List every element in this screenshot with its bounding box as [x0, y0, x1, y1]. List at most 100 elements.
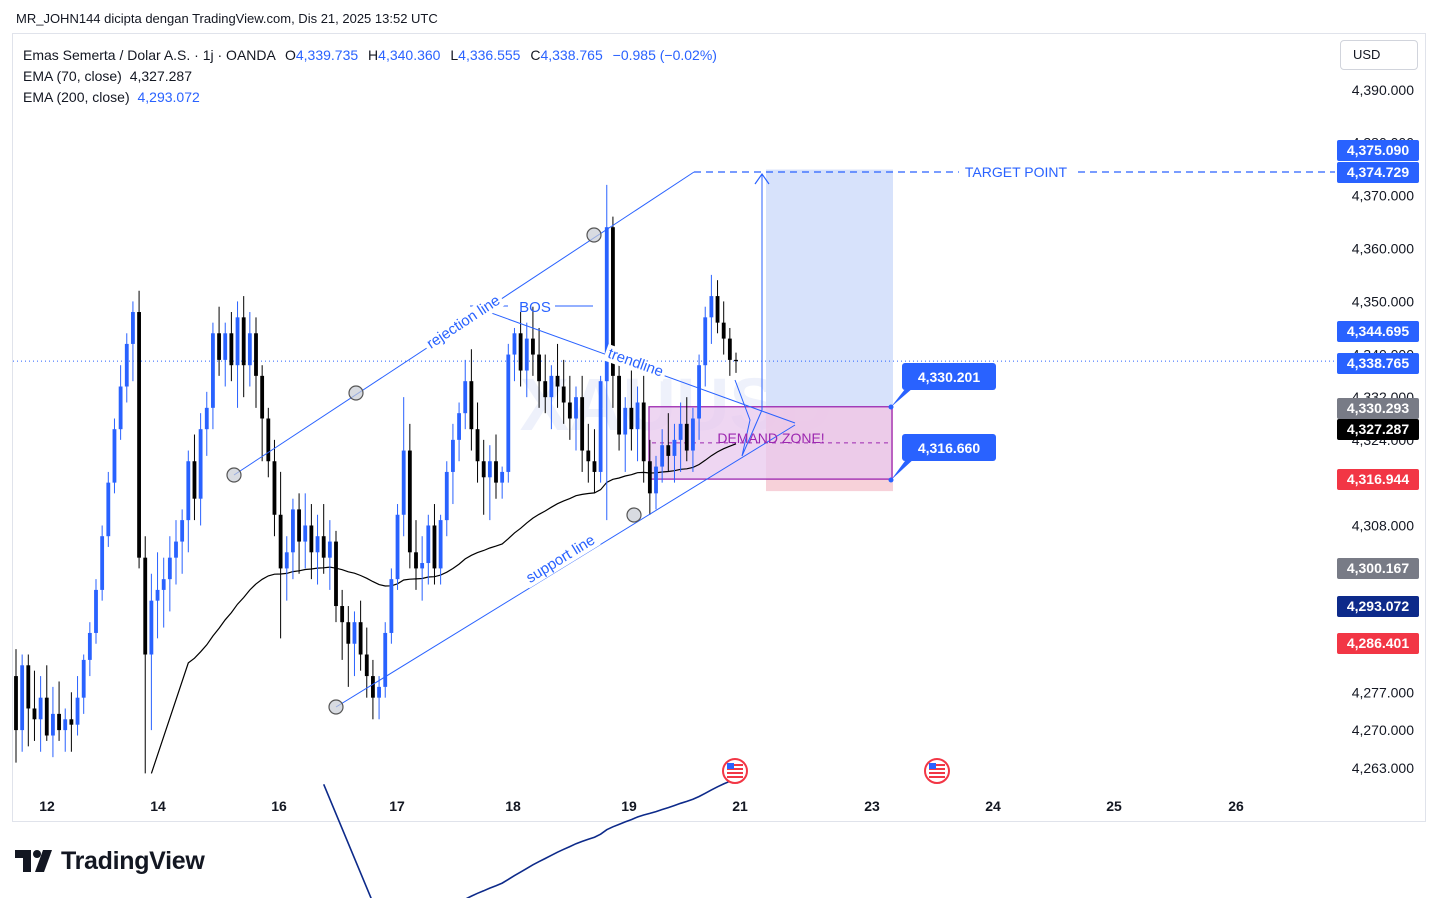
candle-body: [684, 423, 689, 451]
ema200-row[interactable]: EMA (200, close) 4,293.072: [23, 87, 717, 108]
candle-body: [678, 423, 683, 440]
symbol-name[interactable]: Emas Semerta / Dolar A.S. · 1j · OANDA: [23, 47, 276, 63]
bos-label: BOS: [519, 299, 551, 316]
candle-body: [407, 450, 412, 553]
price-tag-last: [1337, 353, 1419, 374]
price-tag-text: 4,330.293: [1347, 400, 1409, 416]
candle-body: [315, 536, 320, 553]
candle-body: [629, 407, 634, 430]
candle-body: [266, 418, 271, 462]
candle-body: [549, 375, 554, 398]
candle-body: [340, 606, 345, 623]
price-tag-text: 4,344.695: [1347, 323, 1409, 339]
pivot-marker: [226, 467, 242, 483]
support-line-label: support line: [523, 532, 598, 587]
price-tag-ema200: [1337, 596, 1419, 617]
candle-body: [721, 322, 726, 339]
candle-body: [247, 333, 252, 366]
candle-body: [180, 520, 185, 542]
chart-attribution: MR_JOHN144 dicipta dengan TradingView.co…: [16, 11, 438, 26]
candle-body: [303, 525, 308, 542]
candle-body: [112, 429, 117, 483]
price-tag-text: 4,286.401: [1347, 635, 1409, 651]
flag-stripe: [929, 764, 945, 766]
price-tag-text: 4,316.944: [1347, 471, 1409, 487]
flag-stripe: [929, 772, 945, 774]
price-tag-text: 4,300.167: [1347, 560, 1409, 576]
candle-body: [598, 381, 603, 472]
low-label: L: [450, 47, 459, 63]
candle-body: [155, 589, 160, 601]
candle-body: [346, 622, 351, 644]
candle-body: [167, 557, 172, 580]
candle-body: [463, 381, 468, 414]
pivot-marker: [348, 385, 364, 401]
high-value: 4,340.360: [378, 47, 441, 63]
candle-body: [641, 402, 646, 462]
candle-body: [543, 381, 548, 398]
candle-body: [580, 397, 585, 451]
candle-body: [174, 541, 178, 558]
candle-body: [241, 317, 246, 366]
candle-body: [506, 354, 511, 472]
candle-body: [87, 632, 92, 660]
ema200-value: 4,293.072: [137, 89, 200, 105]
ema70-row[interactable]: EMA (70, close) 4,327.287: [23, 66, 717, 87]
time-axis-tick: 24: [985, 798, 1001, 814]
candle-body: [284, 552, 289, 569]
candle-body: [229, 333, 234, 366]
candle-body: [334, 541, 338, 607]
candle-body: [291, 509, 295, 553]
ema200-line: [322, 777, 737, 898]
price-axis-tick: 4,277.000: [1352, 684, 1414, 700]
candle-body: [611, 227, 615, 376]
candle-body: [94, 589, 98, 633]
candle-body: [672, 439, 677, 456]
candle-body: [426, 525, 431, 564]
price-axis-tick: 4,270.000: [1352, 722, 1414, 738]
candle-body: [401, 450, 406, 515]
candle-body: [500, 471, 505, 483]
candle-body: [623, 407, 628, 435]
price-tag-gray: [1337, 398, 1419, 419]
candle-body: [512, 333, 517, 355]
target-point-label-bg: [958, 164, 1074, 180]
high-label: H: [368, 47, 379, 63]
candle-body: [494, 461, 498, 483]
candle-body: [272, 461, 277, 515]
callout-bottom-box: [902, 434, 996, 461]
candle-body: [635, 402, 640, 430]
candle-body: [198, 429, 203, 499]
open-value: 4,339.735: [295, 47, 359, 63]
tradingview-wordmark: TradingView: [61, 846, 205, 875]
candle-body: [555, 375, 560, 387]
candle-body: [223, 333, 228, 360]
candle-body: [20, 665, 25, 731]
candle-body: [420, 563, 425, 569]
candle-body: [654, 466, 658, 494]
candle-body: [531, 338, 535, 355]
candle-body: [235, 317, 240, 366]
candle-body: [75, 697, 80, 725]
projection-path: [734, 379, 763, 457]
target-profit-zone: [766, 169, 893, 407]
candle-body: [260, 375, 265, 419]
time-axis-tick: 16: [271, 798, 287, 814]
callout-top-anchor: [888, 404, 894, 410]
price-tag-red: [1337, 469, 1419, 490]
tradingview-logo[interactable]: TradingView: [15, 846, 205, 876]
candle-body: [204, 407, 209, 430]
time-axis-tick: 18: [505, 798, 521, 814]
candle-body: [327, 541, 332, 558]
currency-button[interactable]: USD: [1340, 40, 1418, 70]
candle-body: [44, 697, 49, 736]
candle-body: [432, 525, 437, 569]
flag-ring: [722, 758, 748, 784]
target-point-label: TARGET POINT: [965, 164, 1068, 180]
candle-body: [475, 429, 480, 462]
candle-body: [57, 713, 61, 731]
candle-body: [278, 514, 283, 569]
ema70-label: EMA (70, close): [23, 68, 122, 84]
flag-stripe: [929, 776, 945, 778]
